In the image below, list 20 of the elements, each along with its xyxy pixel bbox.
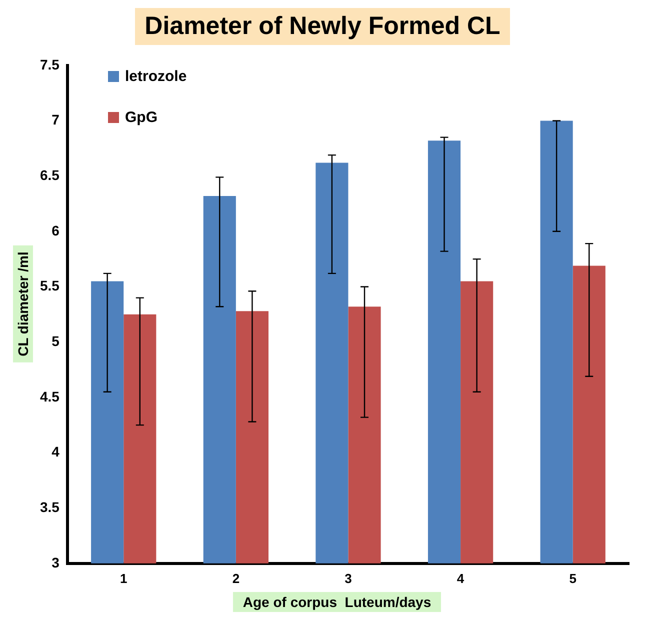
x-tick-label: 2 <box>232 570 240 586</box>
y-tick-label: 5 <box>52 332 60 349</box>
y-tick-label: 3 <box>52 554 60 570</box>
x-tick-label: 1 <box>120 570 128 586</box>
y-tick-label: 3.5 <box>40 498 60 515</box>
y-tick-label: 5.5 <box>40 278 60 294</box>
y-tick-label: 7.5 <box>40 56 60 72</box>
x-tick-label: 3 <box>344 570 352 586</box>
y-axis-title: CL diameter /ml <box>13 246 33 362</box>
y-tick-label: 7 <box>52 112 60 128</box>
x-axis-title: Age of corpus Luteum/days <box>232 592 442 612</box>
legend-label: letrozole <box>125 68 187 85</box>
chart-title: Diameter of Newly Formed CL <box>134 8 510 45</box>
y-tick-label: 6.5 <box>40 166 60 183</box>
y-tick-label: 4.5 <box>40 388 60 404</box>
legend-label: GpG <box>125 109 158 126</box>
x-tick-label: 5 <box>569 570 576 586</box>
y-tick-label: 4 <box>52 444 60 460</box>
y-tick-label: 6 <box>52 222 60 238</box>
x-tick-label: 4 <box>456 570 465 586</box>
